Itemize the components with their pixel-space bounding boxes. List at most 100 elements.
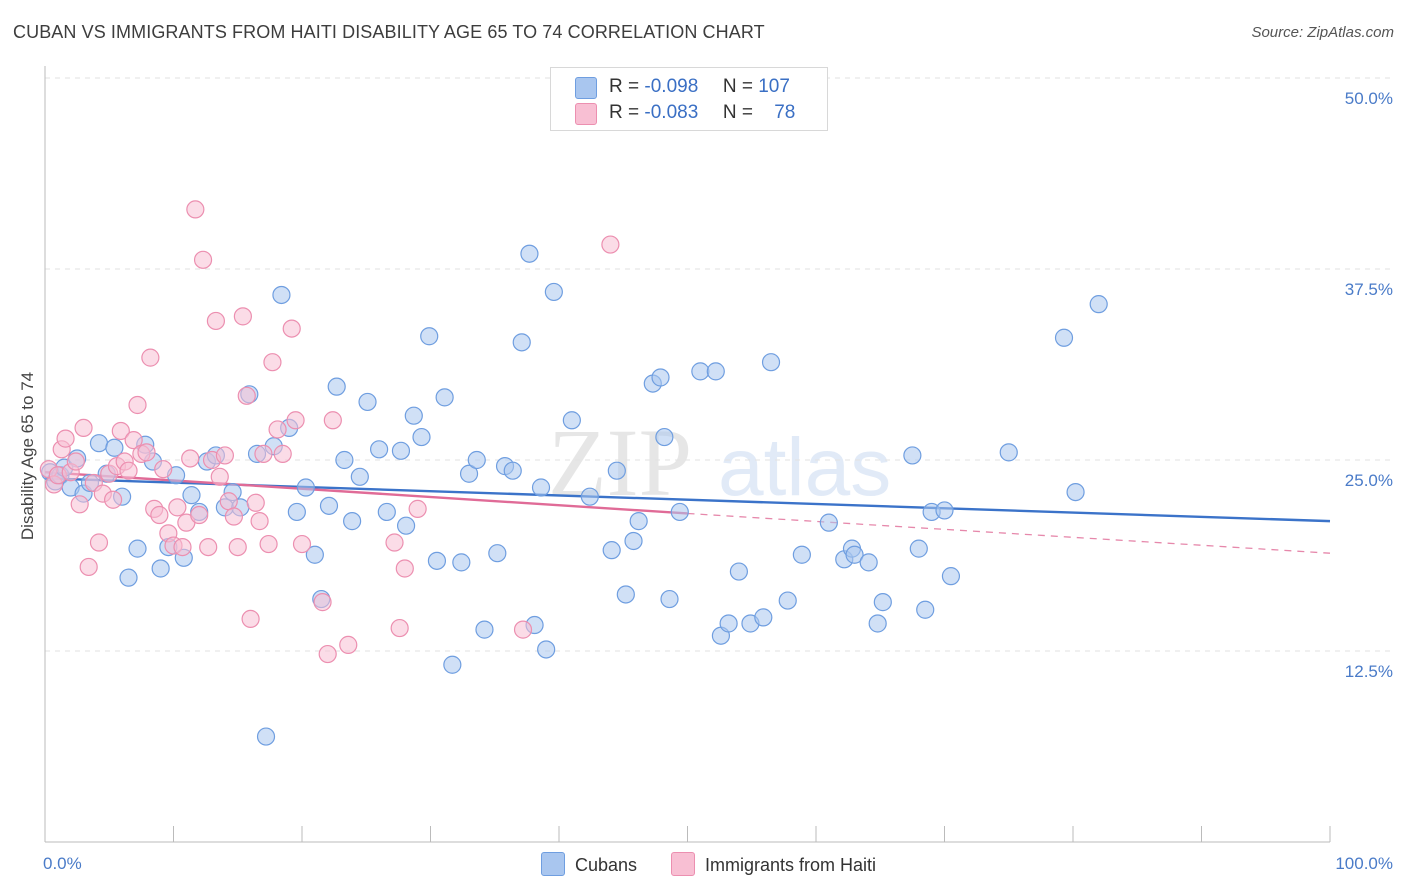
point-haiti xyxy=(104,490,123,509)
point-cubans xyxy=(629,512,648,531)
point-cubans xyxy=(427,551,447,570)
point-haiti xyxy=(385,533,404,552)
point-cubans xyxy=(819,513,838,532)
point-cubans xyxy=(670,502,689,522)
point-cubans xyxy=(761,353,781,372)
point-cubans xyxy=(873,593,892,612)
point-cubans xyxy=(660,589,679,609)
point-cubans xyxy=(531,478,551,497)
legend-n-label: N = xyxy=(722,102,753,123)
point-haiti xyxy=(224,507,243,526)
point-haiti xyxy=(408,499,427,518)
point-cubans xyxy=(903,446,922,465)
point-cubans xyxy=(391,441,411,460)
point-haiti xyxy=(210,467,229,486)
point-cubans xyxy=(182,486,201,505)
trend-lines xyxy=(44,471,1331,554)
point-haiti xyxy=(273,444,292,463)
point-haiti xyxy=(601,235,620,254)
point-cubans xyxy=(941,567,961,586)
point-haiti xyxy=(111,421,130,441)
point-haiti xyxy=(173,537,192,557)
point-cubans xyxy=(358,392,377,412)
point-cubans xyxy=(719,614,738,633)
bottom-legend-label-cubans: Cubans xyxy=(575,855,638,875)
point-haiti xyxy=(79,557,98,577)
point-haiti xyxy=(254,444,273,463)
point-haiti xyxy=(199,537,218,557)
bottom-legend-haiti: Immigrants from Haiti xyxy=(671,852,876,876)
y-tick-label: 37.5% xyxy=(1345,280,1393,299)
point-haiti xyxy=(119,461,138,480)
point-cubans xyxy=(404,406,423,425)
axes xyxy=(44,66,1331,843)
legend-r-label: R = xyxy=(609,102,640,123)
point-haiti xyxy=(292,534,312,554)
point-cubans xyxy=(305,545,324,564)
point-cubans xyxy=(624,531,643,551)
point-cubans xyxy=(537,640,556,659)
y-axis-title: Disability Age 65 to 74 xyxy=(18,372,37,540)
point-cubans xyxy=(544,282,563,302)
point-cubans xyxy=(916,600,935,619)
point-cubans xyxy=(350,467,369,486)
point-cubans xyxy=(706,362,725,381)
point-haiti xyxy=(154,460,173,479)
point-cubans xyxy=(503,461,522,480)
point-haiti xyxy=(193,250,213,269)
point-haiti xyxy=(206,311,226,331)
point-cubans xyxy=(520,244,539,263)
point-cubans xyxy=(396,516,416,535)
point-haiti xyxy=(268,420,287,439)
point-cubans xyxy=(616,585,635,604)
point-cubans xyxy=(343,512,362,531)
point-cubans xyxy=(1054,328,1074,347)
y-tick-label: 50.0% xyxy=(1345,89,1393,108)
point-cubans xyxy=(459,464,479,483)
point-haiti xyxy=(124,431,143,450)
point-cubans xyxy=(287,502,306,522)
point-haiti xyxy=(259,534,278,554)
data-points xyxy=(39,200,1108,746)
point-cubans xyxy=(377,502,396,522)
point-cubans xyxy=(128,539,147,558)
point-cubans xyxy=(319,496,339,515)
point-cubans xyxy=(151,559,170,578)
point-haiti xyxy=(137,443,156,462)
point-haiti xyxy=(318,644,337,664)
watermark-atlas: atlas xyxy=(718,422,891,513)
point-cubans xyxy=(327,377,346,396)
x-tick-label-start: 0.0% xyxy=(43,854,82,873)
point-cubans xyxy=(935,501,954,520)
point-cubans xyxy=(272,285,291,305)
bottom-legend-label-haiti: Immigrants from Haiti xyxy=(705,855,877,875)
point-cubans xyxy=(296,478,315,497)
point-cubans xyxy=(119,568,138,587)
point-cubans xyxy=(845,545,864,564)
legend-r-value: -0.083 xyxy=(644,102,699,123)
point-haiti xyxy=(168,498,187,517)
point-haiti xyxy=(190,505,209,525)
bottom-legend-cubans: Cubans xyxy=(541,852,637,876)
x-tick-label-end: 100.0% xyxy=(1335,854,1393,873)
bottom-legend-swatch-cubans xyxy=(541,852,565,876)
point-cubans xyxy=(452,553,471,572)
point-haiti xyxy=(313,593,332,612)
legend-n-label: N = xyxy=(722,76,753,97)
point-cubans xyxy=(602,541,621,560)
correlation-legend: R = -0.098 N = 107 R = -0.083 N = 78 xyxy=(550,67,828,131)
legend-n-value: 107 xyxy=(758,76,790,97)
trend-line-haiti xyxy=(44,471,688,515)
point-cubans xyxy=(512,333,531,352)
point-cubans xyxy=(999,443,1018,462)
point-haiti xyxy=(181,449,200,468)
point-haiti xyxy=(233,307,252,326)
point-cubans xyxy=(370,440,389,459)
point-cubans xyxy=(651,368,670,387)
legend-swatch-cubans xyxy=(575,77,597,99)
point-cubans xyxy=(754,608,773,627)
point-haiti xyxy=(390,618,409,638)
point-cubans xyxy=(778,591,797,610)
point-haiti xyxy=(228,537,247,557)
point-haiti xyxy=(513,620,533,639)
